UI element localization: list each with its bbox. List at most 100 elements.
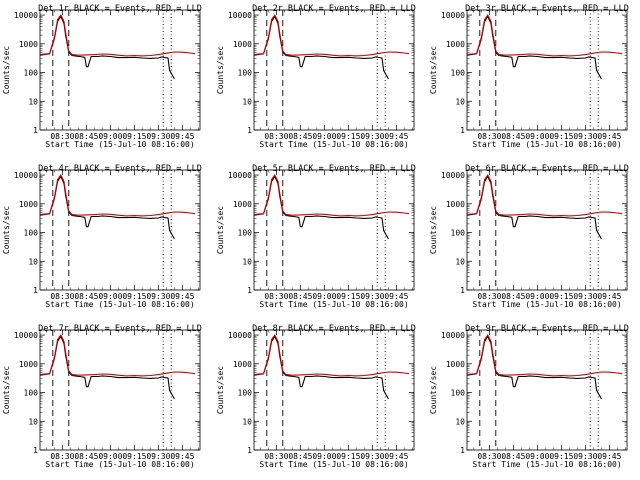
x-tick-label: 09:15 — [549, 292, 573, 301]
y-tick-label: 1000 — [233, 360, 252, 369]
detector-panel: Det 2r BLACK = Events, RED = LLD 1 10 100 10… — [216, 4, 416, 149]
plot-frame — [253, 9, 415, 131]
y-tick-label: 10 — [455, 257, 465, 266]
y-tick-label: 1 — [247, 446, 252, 455]
y-tick-label: 10 — [28, 97, 38, 106]
y-tick-label: 100 — [238, 389, 253, 398]
y-tick-label: 10 — [455, 97, 465, 106]
detector-panel: Det 5r BLACK = Events, RED = LLD 1 10 100 10… — [216, 164, 416, 309]
y-axis-label: Counts/sec — [429, 366, 438, 414]
panel-title: Det 2r BLACK = Events, RED = LLD — [252, 4, 416, 14]
x-tick-label: 09:30 — [360, 292, 384, 301]
y-tick-label: 10000 — [228, 11, 252, 20]
x-tick-label: 09:30 — [360, 132, 384, 141]
plot-frame — [39, 9, 201, 131]
y-tick-label: 100 — [24, 69, 39, 78]
x-axis-label: Start Time (15-Jul-10 08:16:00) — [45, 300, 194, 309]
plot-frame — [253, 329, 415, 451]
x-tick-label: 09:00 — [98, 292, 122, 301]
y-tick-label: 1000 — [446, 200, 465, 209]
x-tick-label: 09:45 — [597, 292, 621, 301]
plot-frame — [466, 9, 628, 131]
x-axis-label: Start Time (15-Jul-10 08:16:00) — [259, 140, 408, 149]
y-axis-label: Counts/sec — [429, 206, 438, 254]
y-axis-label: Counts/sec — [2, 46, 11, 94]
x-tick-label: 08:30 — [264, 292, 288, 301]
y-tick-label: 1000 — [446, 40, 465, 49]
x-tick-label: 09:15 — [549, 452, 573, 461]
lld-series-line — [253, 334, 410, 377]
y-axis-label: Counts/sec — [216, 366, 225, 414]
events-series-line — [253, 335, 389, 400]
x-tick-label: 09:30 — [146, 452, 170, 461]
y-axis-label: Counts/sec — [2, 366, 11, 414]
events-series-line — [39, 175, 175, 240]
lld-series-line — [466, 174, 623, 217]
plot-frame — [253, 169, 415, 291]
x-tick-label: 08:30 — [264, 132, 288, 141]
y-tick-label: 1000 — [233, 40, 252, 49]
y-tick-label: 10000 — [228, 331, 252, 340]
x-tick-label: 08:45 — [501, 452, 525, 461]
x-tick-label: 09:45 — [170, 132, 194, 141]
x-tick-label: 09:30 — [573, 292, 597, 301]
y-axis-label: Counts/sec — [216, 46, 225, 94]
panel-title: Det 1r BLACK = Events, RED = LLD — [38, 4, 202, 14]
x-tick-label: 09:15 — [336, 452, 360, 461]
x-tick-label: 09:45 — [597, 452, 621, 461]
x-tick-label: 08:30 — [477, 452, 501, 461]
x-axis-label: Start Time (15-Jul-10 08:16:00) — [45, 460, 194, 469]
x-tick-label: 08:30 — [50, 132, 74, 141]
x-tick-label: 08:30 — [50, 452, 74, 461]
x-tick-label: 09:15 — [549, 132, 573, 141]
y-tick-label: 100 — [451, 229, 466, 238]
events-series-line — [253, 15, 389, 80]
x-tick-label: 09:15 — [336, 292, 360, 301]
panel-title: Det 3r BLACK = Events, RED = LLD — [465, 4, 629, 14]
detector-panel: Det 8r BLACK = Events, RED = LLD 1 10 100 10… — [216, 324, 416, 469]
x-tick-label: 09:15 — [122, 132, 146, 141]
x-tick-label: 08:30 — [264, 452, 288, 461]
lld-series-line — [466, 334, 623, 377]
x-tick-label: 09:15 — [122, 452, 146, 461]
x-tick-label: 09:00 — [98, 132, 122, 141]
y-tick-label: 100 — [24, 229, 39, 238]
detector-panel: Det 6r BLACK = Events, RED = LLD 1 10 100 10… — [429, 164, 629, 309]
plot-frame — [39, 169, 201, 291]
y-tick-label: 1000 — [233, 200, 252, 209]
x-tick-label: 09:30 — [573, 132, 597, 141]
x-tick-label: 09:30 — [573, 452, 597, 461]
x-tick-label: 08:45 — [74, 452, 98, 461]
x-tick-label: 08:45 — [288, 132, 312, 141]
lld-series-line — [466, 14, 623, 57]
x-tick-label: 09:15 — [336, 132, 360, 141]
y-tick-label: 1 — [33, 286, 38, 295]
y-tick-label: 1 — [460, 446, 465, 455]
y-tick-label: 10000 — [14, 331, 38, 340]
events-series-line — [39, 15, 175, 80]
events-series-line — [253, 175, 389, 240]
x-tick-label: 08:45 — [501, 292, 525, 301]
y-tick-label: 10000 — [441, 331, 465, 340]
x-tick-label: 08:45 — [288, 452, 312, 461]
events-series-line — [466, 175, 602, 240]
x-tick-label: 08:30 — [477, 132, 501, 141]
lld-series-line — [253, 174, 410, 217]
y-tick-label: 1 — [33, 126, 38, 135]
x-tick-label: 09:00 — [525, 132, 549, 141]
y-tick-label: 1 — [460, 126, 465, 135]
x-tick-label: 09:45 — [597, 132, 621, 141]
y-tick-label: 10 — [455, 417, 465, 426]
plot-frame — [466, 169, 628, 291]
x-tick-label: 08:30 — [50, 292, 74, 301]
x-tick-label: 08:30 — [477, 292, 501, 301]
x-tick-label: 09:45 — [170, 452, 194, 461]
x-tick-label: 09:00 — [312, 452, 336, 461]
y-tick-label: 10 — [28, 417, 38, 426]
x-tick-label: 09:45 — [384, 452, 408, 461]
lld-series-line — [39, 174, 196, 217]
y-tick-label: 1 — [33, 446, 38, 455]
y-axis-label: Counts/sec — [216, 206, 225, 254]
panel-title: Det 8r BLACK = Events, RED = LLD — [252, 324, 416, 334]
x-axis-label: Start Time (15-Jul-10 08:16:00) — [472, 460, 621, 469]
